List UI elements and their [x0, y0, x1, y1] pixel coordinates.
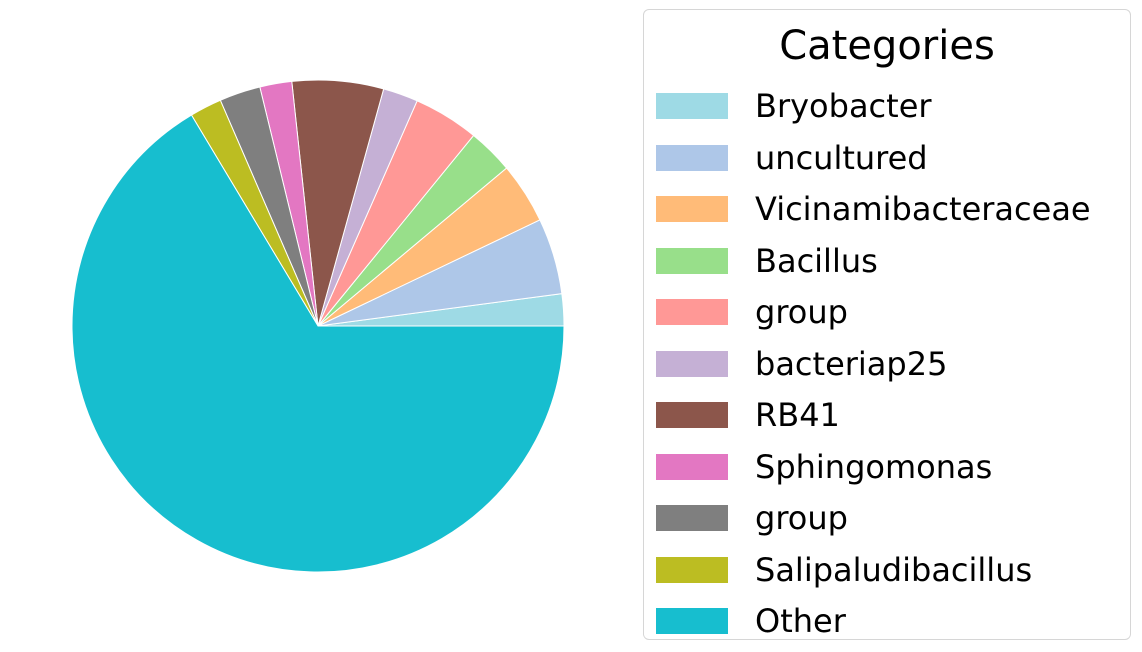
- legend-label: group: [755, 499, 848, 537]
- legend-title: Categories: [779, 23, 995, 69]
- legend-item: Other: [656, 602, 846, 640]
- legend-label: bacteriap25: [755, 344, 948, 383]
- legend-item: Vicinamibacteraceae: [656, 190, 1091, 228]
- pie-slice-10: [71, 114, 565, 573]
- pie-chart: [71, 79, 565, 573]
- legend-label: Bacillus: [755, 241, 878, 280]
- legend-item: RB41: [656, 396, 840, 434]
- legend-item: uncultured: [656, 138, 928, 177]
- legend-swatch: [656, 299, 728, 325]
- legend-label: Other: [755, 602, 846, 640]
- legend-label: group: [755, 293, 848, 331]
- legend-swatch: [656, 608, 728, 634]
- legend-item: Sphingomonas: [656, 447, 993, 486]
- legend-swatch: [656, 144, 728, 171]
- legend-swatch: [656, 505, 728, 531]
- legend-swatch: [656, 247, 728, 274]
- legend-item: Bryobacter: [656, 87, 932, 125]
- legend-swatch: [656, 556, 728, 583]
- legend-swatch: [656, 196, 728, 222]
- legend-label: Sphingomonas: [755, 447, 993, 486]
- legend-item: group: [656, 499, 848, 537]
- legend-item: bacteriap25: [656, 344, 948, 383]
- legend: Categories Bryobacter uncultured Vicinamib…: [643, 9, 1131, 640]
- legend-label: uncultured: [755, 138, 928, 177]
- legend-item: Salipaludibacillus: [656, 550, 1033, 589]
- legend-swatch: [656, 350, 728, 377]
- legend-swatch: [656, 453, 728, 480]
- legend-label: Salipaludibacillus: [755, 550, 1033, 589]
- pie-slices: [71, 79, 565, 573]
- legend-swatch: [656, 402, 728, 428]
- legend-label: Vicinamibacteraceae: [755, 190, 1091, 228]
- legend-item: group: [656, 293, 848, 331]
- legend-item: Bacillus: [656, 241, 878, 280]
- legend-swatch: [656, 93, 728, 119]
- legend-label: RB41: [755, 396, 840, 434]
- legend-label: Bryobacter: [755, 87, 932, 125]
